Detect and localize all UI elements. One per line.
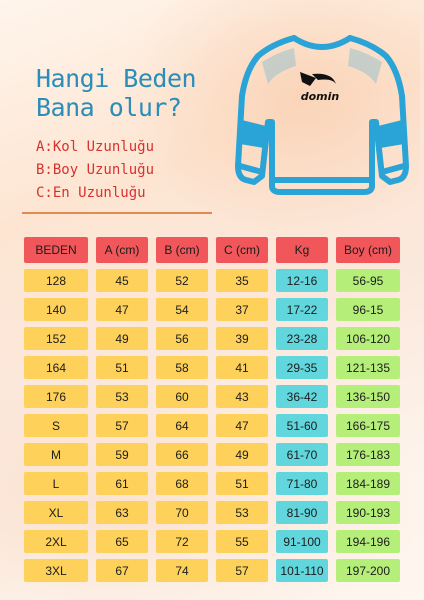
table-header-row: BEDEN A (cm) B (cm) C (cm) Kg Boy (cm): [24, 237, 400, 263]
cell-beden: 2XL: [24, 530, 88, 553]
cell-a: 49: [96, 327, 148, 350]
cell-c: 53: [216, 501, 268, 524]
cell-beden: 152: [24, 327, 88, 350]
cell-kg: 71-80: [276, 472, 328, 495]
cell-kg: 51-60: [276, 414, 328, 437]
page-heading: Hangi Beden Bana olur?: [36, 64, 197, 122]
dimension-a-label: A:Kol Uzunluğu: [36, 139, 155, 155]
cell-kg: 12-16: [276, 269, 328, 292]
cell-a: 57: [96, 414, 148, 437]
cell-beden: 3XL: [24, 559, 88, 582]
cell-b: 56: [156, 327, 208, 350]
cell-a: 51: [96, 356, 148, 379]
cell-c: 47: [216, 414, 268, 437]
table-row: 3XL 67 74 57 101-110 197-200: [24, 559, 400, 582]
cell-boy: 176-183: [336, 443, 400, 466]
cell-c: 35: [216, 269, 268, 292]
cell-a: 61: [96, 472, 148, 495]
table-row: 2XL 65 72 55 91-100 194-196: [24, 530, 400, 553]
cell-c: 39: [216, 327, 268, 350]
cell-a: 65: [96, 530, 148, 553]
dimension-b-label: B:Boy Uzunluğu: [36, 162, 155, 178]
cell-b: 54: [156, 298, 208, 321]
dimension-legend: A:Kol Uzunluğu B:Boy Uzunluğu C:En Uzunl…: [36, 136, 154, 205]
heading-line-2: Bana olur?: [36, 93, 182, 122]
cell-boy: 136-150: [336, 385, 400, 408]
header-boy: Boy (cm): [336, 237, 400, 263]
cell-beden: 128: [24, 269, 88, 292]
cell-beden: 140: [24, 298, 88, 321]
cell-c: 37: [216, 298, 268, 321]
brand-logo-icon: [300, 72, 336, 86]
cell-b: 60: [156, 385, 208, 408]
cell-beden: XL: [24, 501, 88, 524]
header-a: A (cm): [96, 237, 148, 263]
cell-c: 49: [216, 443, 268, 466]
cell-boy: 121-135: [336, 356, 400, 379]
cell-boy: 106-120: [336, 327, 400, 350]
cell-kg: 23-28: [276, 327, 328, 350]
table-row: 164 51 58 41 29-35 121-135: [24, 356, 400, 379]
table-row: 128 45 52 35 12-16 56-95: [24, 269, 400, 292]
header-kg: Kg: [276, 237, 328, 263]
cell-a: 47: [96, 298, 148, 321]
table-row: 176 53 60 43 36-42 136-150: [24, 385, 400, 408]
cell-b: 58: [156, 356, 208, 379]
cell-c: 55: [216, 530, 268, 553]
cell-b: 68: [156, 472, 208, 495]
cell-a: 63: [96, 501, 148, 524]
cell-kg: 36-42: [276, 385, 328, 408]
cell-a: 59: [96, 443, 148, 466]
cell-kg: 101-110: [276, 559, 328, 582]
cell-beden: L: [24, 472, 88, 495]
cell-boy: 56-95: [336, 269, 400, 292]
cell-b: 74: [156, 559, 208, 582]
cell-kg: 81-90: [276, 501, 328, 524]
cell-beden: S: [24, 414, 88, 437]
table-row: 140 47 54 37 17-22 96-15: [24, 298, 400, 321]
header-beden: BEDEN: [24, 237, 88, 263]
cell-b: 72: [156, 530, 208, 553]
cell-b: 66: [156, 443, 208, 466]
cell-kg: 29-35: [276, 356, 328, 379]
cell-boy: 96-15: [336, 298, 400, 321]
cell-boy: 190-193: [336, 501, 400, 524]
heading-line-1: Hangi Beden: [36, 64, 197, 93]
cell-kg: 61-70: [276, 443, 328, 466]
table-row: L 61 68 51 71-80 184-189: [24, 472, 400, 495]
size-chart-table: BEDEN A (cm) B (cm) C (cm) Kg Boy (cm) 1…: [16, 231, 408, 588]
cell-boy: 194-196: [336, 530, 400, 553]
cell-boy: 184-189: [336, 472, 400, 495]
cell-a: 45: [96, 269, 148, 292]
cell-kg: 91-100: [276, 530, 328, 553]
header-c: C (cm): [216, 237, 268, 263]
cell-c: 41: [216, 356, 268, 379]
cell-beden: 164: [24, 356, 88, 379]
table-row: S 57 64 47 51-60 166-175: [24, 414, 400, 437]
divider-line: [22, 212, 212, 214]
cell-boy: 197-200: [336, 559, 400, 582]
table-row: M 59 66 49 61-70 176-183: [24, 443, 400, 466]
cell-b: 52: [156, 269, 208, 292]
table-row: 152 49 56 39 23-28 106-120: [24, 327, 400, 350]
table-row: XL 63 70 53 81-90 190-193: [24, 501, 400, 524]
cell-boy: 166-175: [336, 414, 400, 437]
cell-a: 53: [96, 385, 148, 408]
cell-a: 67: [96, 559, 148, 582]
cell-beden: 176: [24, 385, 88, 408]
cell-beden: M: [24, 443, 88, 466]
cell-kg: 17-22: [276, 298, 328, 321]
header-b: B (cm): [156, 237, 208, 263]
dimension-c-label: C:En Uzunluğu: [36, 185, 146, 201]
cell-c: 43: [216, 385, 268, 408]
cell-c: 51: [216, 472, 268, 495]
cell-b: 64: [156, 414, 208, 437]
brand-logo-text: domin: [301, 90, 340, 103]
cell-b: 70: [156, 501, 208, 524]
sweatshirt-illustration: domin: [235, 35, 409, 195]
cell-c: 57: [216, 559, 268, 582]
